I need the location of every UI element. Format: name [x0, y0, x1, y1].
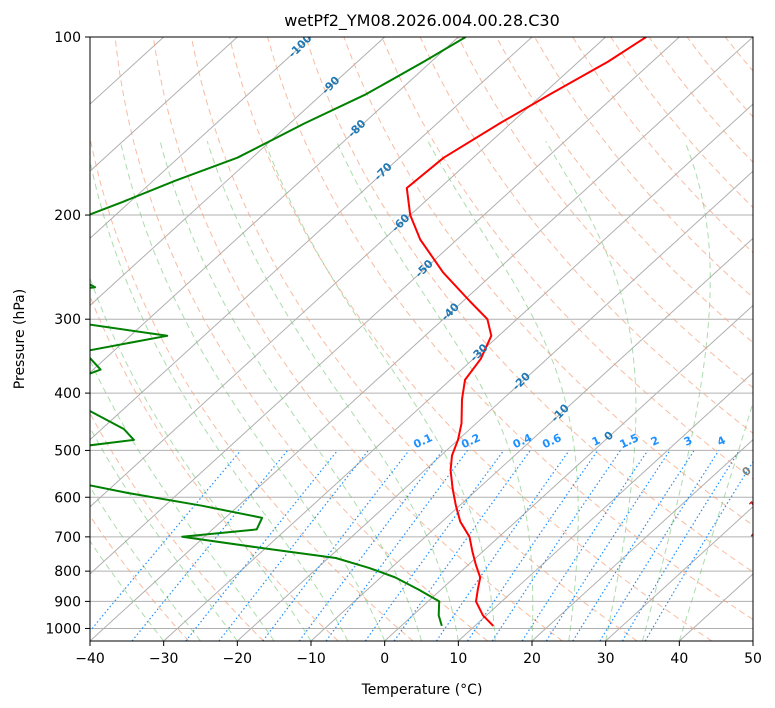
mixing-ratio-line	[185, 450, 339, 641]
mixing-ratio-line	[435, 450, 570, 641]
isotherm-line	[236, 170, 753, 641]
mixing-ratio-line	[467, 450, 599, 641]
dry-adiabat	[90, 134, 414, 641]
y-tick-label: 600	[54, 490, 81, 506]
mixing-ratio-line	[545, 450, 671, 641]
dry-adiabat	[114, 37, 488, 641]
isotherm-line	[384, 304, 753, 641]
x-axis-label: Temperature (°C)	[361, 682, 483, 698]
mixing-ratio-line	[325, 450, 468, 641]
mixing-ratio-line	[599, 450, 720, 641]
x-tick-label: 20	[523, 651, 541, 667]
x-tick-label: −40	[75, 651, 105, 667]
isotherm-line	[310, 237, 753, 641]
x-tick-label: 50	[744, 651, 762, 667]
mixing-ratio-line	[298, 450, 444, 641]
isotherm-line	[605, 506, 753, 641]
mixing-ratio-line	[131, 450, 289, 641]
mixing-ratio-line	[364, 450, 505, 641]
y-tick-label: 100	[54, 30, 81, 46]
isotherm-line	[90, 37, 459, 374]
moist-adiabat	[264, 141, 496, 641]
mixing-ratio-line	[621, 450, 740, 641]
isotherm-line	[752, 640, 753, 641]
y-tick-label: 400	[54, 386, 81, 402]
moist-adiabat	[159, 141, 422, 641]
plot-area: 0.10.20.40.611.52346810131620253036-100-…	[90, 37, 775, 641]
moist-adiabat	[206, 141, 459, 641]
moist-adiabat	[90, 276, 312, 641]
sounding-lines	[90, 37, 647, 627]
moist-adiabat	[642, 141, 711, 641]
moist-adiabat	[335, 140, 534, 641]
moist-adiabat-label: 40	[768, 587, 775, 607]
mixing-ratio-line	[90, 450, 242, 632]
isotherm-line	[90, 37, 386, 307]
mixing-ratio-line	[521, 450, 649, 641]
isotherm-line	[90, 37, 533, 441]
moist-adiabat	[90, 158, 349, 641]
isotherm-line	[90, 37, 312, 240]
y-tick-label: 200	[54, 208, 81, 224]
chart-title: wetPf2_YM08.2026.004.00.28.C30	[284, 11, 560, 31]
moist-adiabat	[545, 140, 637, 641]
dry-adiabat	[343, 37, 753, 526]
y-tick-label: 300	[54, 312, 81, 328]
mixing-ratio-line	[491, 450, 621, 641]
moist-adiabat-label: 30	[751, 556, 771, 576]
plot-frame	[89, 36, 754, 642]
moist-adiabat-label: 10	[747, 493, 767, 513]
moist-adiabats	[90, 140, 753, 641]
y-tick-label: 500	[54, 443, 81, 459]
moist-adiabat	[678, 400, 753, 641]
y-axis-label: Pressure (hPa)	[12, 289, 28, 389]
mixing-ratio-line	[262, 450, 410, 641]
isotherm-line	[163, 103, 753, 641]
y-tick-label: 700	[54, 530, 81, 546]
dry-adiabat	[267, 37, 753, 621]
isotherm-line	[90, 37, 680, 575]
dry-adiabat	[534, 37, 753, 299]
x-tick-label: 30	[597, 651, 615, 667]
x-tick-label: −10	[296, 651, 326, 667]
dry-adiabat	[381, 37, 753, 480]
temperature-profile-line	[405, 37, 647, 627]
y-tick-label: 800	[54, 564, 81, 580]
mixing-ratio-line	[393, 450, 531, 641]
axes: −40 −30 −20 −10 0 10 20 30 40 50 1000 900 800 700 600 5…	[45, 30, 762, 667]
x-tick-label: −30	[149, 651, 179, 667]
dry-adiabat	[90, 412, 264, 641]
x-tick-label: 0	[380, 651, 389, 667]
isotherm-line	[531, 438, 753, 641]
dry-adiabat	[419, 37, 753, 434]
dry-adiabat	[152, 37, 563, 641]
moist-adiabat	[427, 140, 579, 641]
dry-adiabat	[763, 37, 775, 641]
dewpoint-profile-line	[90, 37, 467, 627]
dry-adiabat	[305, 37, 753, 573]
mixing-ratio-lines	[90, 450, 753, 641]
dry-adiabat	[457, 37, 753, 389]
dry-adiabat	[495, 37, 753, 344]
dry-adiabat	[190, 37, 638, 641]
mixing-ratio-label: 6	[752, 434, 765, 449]
grid-layer	[90, 37, 753, 641]
isotherm-line	[457, 371, 753, 641]
x-tick-label: 10	[449, 651, 467, 667]
x-tick-label: −20	[223, 651, 253, 667]
moist-adiabat-label: 20	[749, 524, 769, 544]
x-tick-label: 40	[670, 651, 688, 667]
isotherm-line	[90, 37, 607, 508]
dry-adiabat	[90, 515, 190, 641]
y-tick-label: 900	[54, 594, 81, 610]
isotherm-line	[90, 37, 238, 172]
moist-adiabat	[119, 141, 386, 641]
y-tick-label: 1000	[45, 621, 81, 637]
